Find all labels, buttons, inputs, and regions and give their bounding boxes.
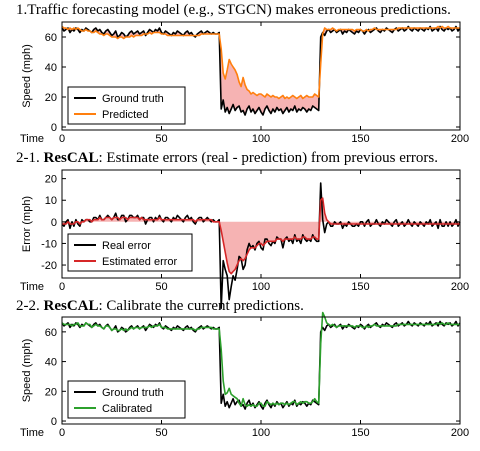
y-tick-label: 20 (45, 92, 57, 104)
x-tick-label: 150 (351, 281, 369, 293)
x-tick-label: 200 (451, 427, 469, 439)
error-fill-area (62, 26, 460, 115)
x-tick-label: 0 (59, 281, 65, 293)
panel-3-title: 2-2. ResCAL: Calibrate the current predi… (16, 298, 304, 315)
y-tick-label: -20 (41, 260, 57, 272)
chart-3: 0 50 100 150 200 0 20 40 60 Time Speed (mph) Ground… (20, 311, 469, 439)
y-tick-label: 40 (45, 357, 57, 369)
y-tick-label: 40 (45, 62, 57, 74)
x-tick-label: 50 (155, 427, 167, 439)
x-axis-label: Time (20, 281, 44, 293)
x-axis-label: Time (20, 133, 44, 145)
series-line-estimated-error (62, 197, 460, 275)
y-tick-label: 0 (51, 122, 57, 134)
legend-box (67, 233, 193, 272)
legend-label: Calibrated (102, 403, 152, 415)
x-tick-label: 0 (59, 133, 65, 145)
series-line-calibrated (61, 311, 460, 408)
x-tick-label: 100 (252, 133, 270, 145)
legend: Real error Estimated error (67, 233, 193, 272)
y-tick-label: 60 (45, 327, 57, 339)
legend: Ground truth Predicted (67, 86, 186, 125)
x-tick-label: 150 (351, 427, 369, 439)
y-tick-label: 10 (45, 195, 57, 207)
x-tick-label: 100 (252, 427, 270, 439)
y-axis-label: Speed (mph) (21, 44, 33, 108)
x-axis-label: Time (20, 427, 44, 439)
panel-2-title-bold: ResCAL (43, 150, 99, 166)
legend-box (67, 86, 186, 125)
panel-2-title: 2-1. ResCAL: Estimate errors (real - pre… (16, 150, 438, 167)
panel-2-title-prefix: 2-1. (16, 150, 44, 166)
panel-1-title-text: 1.Traffic forecasting model (e.g., STGCN… (16, 2, 451, 18)
legend-label: Ground truth (102, 387, 164, 399)
chart-1: 0 50 100 150 200 0 20 40 60 Time Speed (mph) Ground… (20, 21, 469, 145)
x-tick-label: 150 (351, 133, 369, 145)
series-line-predicted (61, 25, 460, 100)
x-tick-label: 200 (451, 133, 469, 145)
x-tick-label: 0 (59, 427, 65, 439)
chart-2: 0 50 100 150 200 -20 -10 0 10 20 Time Error (mph) Re… (20, 169, 469, 310)
panel-3-title-suffix: : Calibrate the current predictions. (98, 298, 304, 314)
legend-label: Estimated error (102, 256, 178, 268)
legend-label: Predicted (102, 109, 148, 121)
legend-label: Real error (102, 240, 151, 252)
y-axis-label: Error (mph) (21, 196, 33, 252)
y-tick-label: -10 (41, 238, 57, 250)
panel-1-title: 1.Traffic forecasting model (e.g., STGCN… (16, 2, 451, 19)
x-tick-label: 100 (252, 281, 270, 293)
x-tick-label: 50 (155, 281, 167, 293)
series-line-ground-truth (61, 25, 461, 116)
x-tick-label: 50 (155, 133, 167, 145)
y-tick-label: 60 (45, 32, 57, 44)
y-tick-label: 20 (45, 174, 57, 186)
legend: Ground truth Calibrated (67, 380, 186, 419)
legend-box (67, 380, 186, 419)
panel-3-title-bold: ResCAL (43, 298, 99, 314)
panel-2-title-suffix: : Estimate errors (real - prediction) fr… (98, 150, 438, 166)
panel-3-title-prefix: 2-2. (16, 298, 44, 314)
y-tick-label: 20 (45, 386, 57, 398)
x-tick-label: 200 (451, 281, 469, 293)
y-axis-label: Speed (mph) (21, 339, 33, 403)
y-tick-label: 0 (51, 416, 57, 428)
legend-label: Ground truth (102, 93, 164, 105)
estimated-error-fill (62, 198, 460, 274)
y-tick-label: 0 (51, 217, 57, 229)
